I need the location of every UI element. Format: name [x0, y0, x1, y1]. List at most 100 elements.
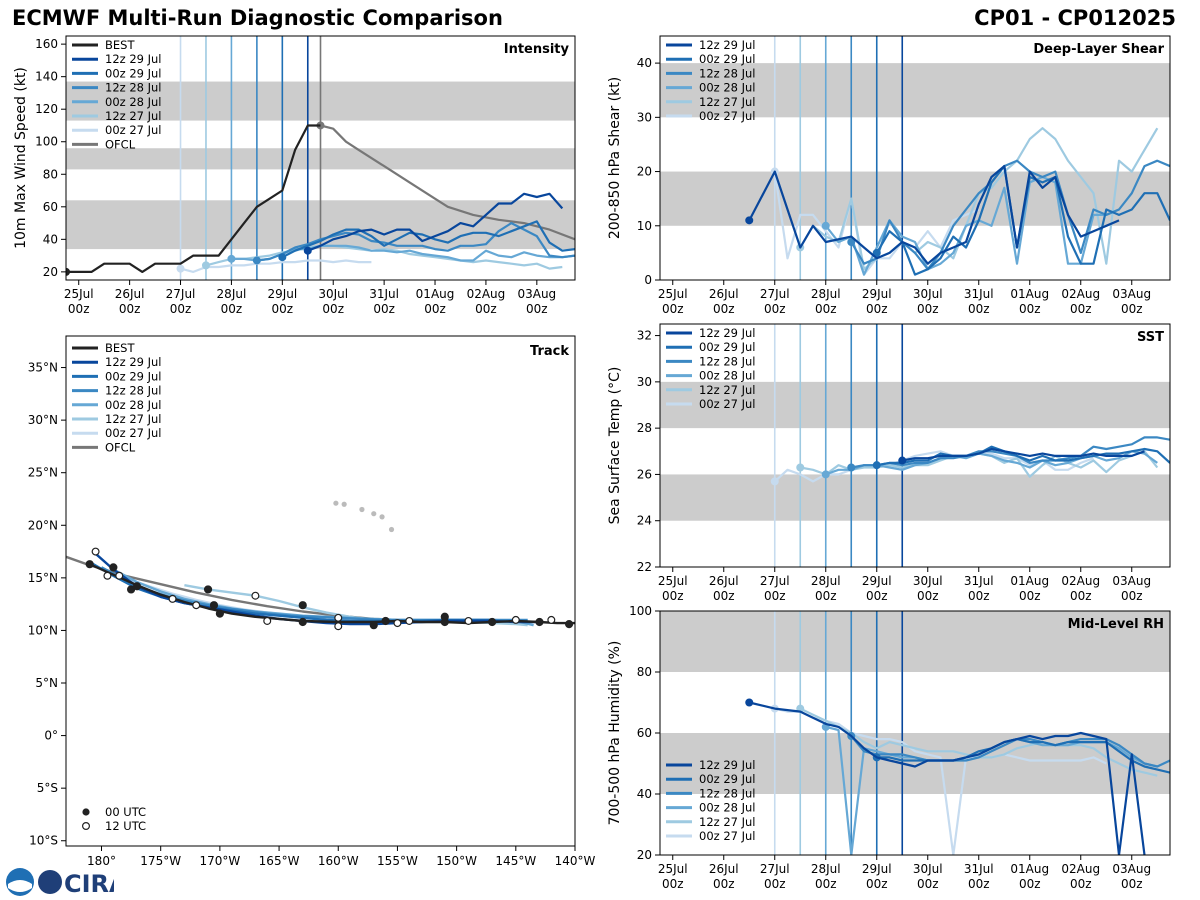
intensity-xtick-hour: 00z [170, 302, 192, 316]
sst-band [660, 474, 1170, 521]
rh-xtick-hour: 00z [917, 877, 939, 891]
shear-legend-label: 12z 29 Jul [699, 38, 756, 52]
track-legend-label: 00z 28 Jul [105, 398, 162, 412]
track-fix-12utc [91, 547, 100, 556]
track-fix-12utc [115, 571, 124, 580]
sst-xtick-hour: 00z [815, 589, 837, 603]
track-fix-00utc [85, 560, 94, 569]
intensity-plot-area [66, 36, 575, 280]
intensity-xtick-hour: 00z [424, 302, 446, 316]
track-fix-12utc [405, 616, 414, 625]
sst-xtick-date: 26Jul [709, 574, 739, 588]
track-legend-label: 12z 29 Jul [105, 355, 162, 369]
track-fix-12utc [168, 594, 177, 603]
marker-legend-00utc-swatch [82, 808, 90, 816]
marker-legend-12utc: 12 UTC [105, 819, 146, 833]
rh-xtick-date: 29Jul [862, 862, 892, 876]
track-ytick-label: 10°S [29, 834, 58, 848]
sst-xtick-hour: 00z [662, 589, 684, 603]
intensity-series-start-marker [176, 264, 185, 273]
marker-legend-00utc: 00 UTC [105, 805, 146, 819]
intensity-ytick-label: 100 [35, 135, 58, 149]
shear-xtick-hour: 00z [764, 302, 786, 316]
intensity-xtick-hour: 00z [526, 302, 548, 316]
rh-xtick-date: 28Jul [811, 862, 841, 876]
sst-xtick-date: 25Jul [658, 574, 688, 588]
shear-xtick-date: 25Jul [658, 287, 688, 301]
intensity-series-start-marker [201, 261, 210, 270]
track-fix-00utc [381, 616, 390, 626]
sst-xtick-date: 02Aug [1061, 574, 1100, 588]
hawaii-island [359, 506, 365, 513]
sst-series-start-marker [796, 463, 805, 472]
rh-series-line [850, 735, 1170, 768]
track-fix-12utc [251, 591, 260, 600]
rh-ytick-label: 60 [637, 726, 652, 740]
shear-xtick-hour: 00z [866, 302, 888, 316]
intensity-xtick-hour: 00z [373, 302, 395, 316]
shear-series-start-marker [745, 216, 754, 225]
rh-xtick-hour: 00z [866, 877, 888, 891]
rh-legend-label: 00z 28 Jul [699, 801, 756, 815]
intensity-xtick-date: 25Jul [64, 287, 94, 301]
rh-band [660, 611, 1170, 672]
track-fix-00utc [203, 585, 213, 594]
rh-xtick-date: 31Jul [964, 862, 994, 876]
intensity-series-line [180, 259, 372, 273]
track-line [89, 563, 575, 625]
intensity-panel-title: Intensity [504, 42, 570, 57]
track-frame [65, 335, 576, 847]
figure-title: ECMWF Multi-Run Diagnostic Comparison [12, 6, 503, 30]
track-ytick-label: 30°N [28, 413, 58, 427]
shear-xtick-date: 03Aug [1112, 287, 1151, 301]
rh-legend-label: 12z 29 Jul [699, 758, 756, 772]
sst-series-start-marker [847, 463, 856, 472]
track-ytick-label: 25°N [28, 466, 58, 480]
intensity-xtick-date: 31Jul [369, 287, 399, 301]
intensity-xtick-date: 26Jul [115, 287, 145, 301]
shear-ytick-label: 20 [637, 165, 652, 179]
sst-legend-label: 00z 29 Jul [699, 340, 756, 354]
intensity-frame [65, 35, 576, 281]
track-fix-00utc [209, 601, 219, 610]
shear-xtick-hour: 00z [1019, 302, 1041, 316]
hawaii-island [371, 511, 377, 517]
sst-xtick-hour: 00z [968, 589, 990, 603]
shear-xtick-hour: 00z [662, 302, 684, 316]
intensity-series-start-marker [303, 246, 312, 255]
intensity-legend-label: 12z 27 Jul [105, 109, 162, 123]
intensity-ylabel: 10m Max Wind Speed (kt) [13, 67, 29, 249]
rh-xtick-hour: 00z [713, 877, 735, 891]
intensity-ytick-label: 120 [35, 102, 58, 116]
intensity-legend-label: OFCL [105, 137, 136, 151]
shear-xtick-hour: 00z [968, 302, 990, 316]
rh-xtick-hour: 00z [1019, 877, 1041, 891]
sst-series-start-marker [770, 477, 779, 486]
intensity-xtick-date: 02Aug [467, 287, 506, 301]
rh-ytick-label: 40 [637, 787, 652, 801]
rh-ytick-label: 80 [637, 665, 652, 679]
shear-xtick-hour: 00z [917, 302, 939, 316]
shear-xtick-hour: 00z [815, 302, 837, 316]
sst-xtick-hour: 00z [917, 589, 939, 603]
shear-legend-label: 12z 27 Jul [699, 95, 756, 109]
intensity-series-start-marker [278, 253, 287, 262]
track-fix-12utc [464, 616, 473, 625]
intensity-series-line [281, 220, 575, 259]
track-xtick-label: 150°W [436, 854, 477, 868]
intensity-series-line [307, 192, 564, 252]
intensity-xtick-date: 29Jul [267, 287, 297, 301]
rh-xtick-date: 02Aug [1061, 862, 1100, 876]
sst-legend-label: 12z 29 Jul [699, 326, 756, 340]
sst-xtick-hour: 00z [713, 589, 735, 603]
track-fix-12utc [192, 601, 201, 610]
sst-ytick-label: 22 [637, 560, 652, 574]
sst-xtick-date: 31Jul [964, 574, 994, 588]
track-fix-12utc [547, 615, 556, 624]
sst-series-line [902, 447, 1145, 462]
shear-series-line [748, 165, 1120, 265]
sst-frame [659, 323, 1171, 568]
intensity-xtick-date: 27Jul [166, 287, 196, 301]
rh-xtick-date: 01Aug [1010, 862, 1049, 876]
